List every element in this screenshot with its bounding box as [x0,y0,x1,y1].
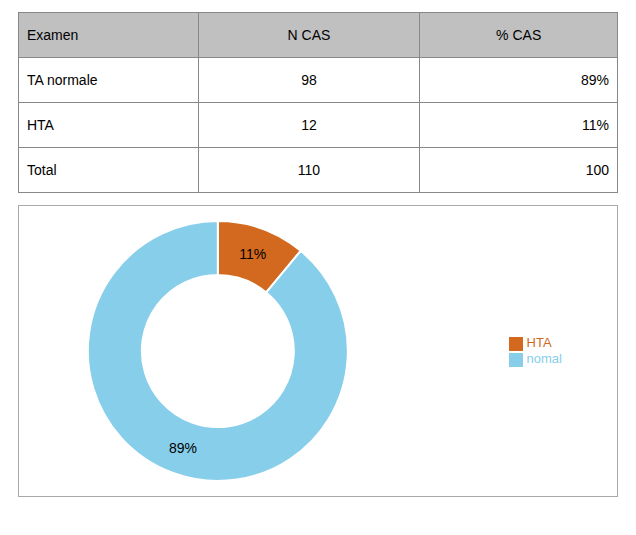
html-text:TA normale: TA normale [27,72,98,88]
html-text:11%: 11% [582,117,609,133]
svg-text:89%: 89% [169,440,197,456]
html-text:Examen: Examen [27,27,79,43]
html-text:HTA: HTA [27,117,54,133]
html-text:HTA: HTA [526,335,552,351]
html-text:110: 110 [297,162,321,178]
html-text:Total: Total [27,162,57,178]
html-text:% CAS: % CAS [496,27,542,43]
html-text:N CAS: N CAS [287,27,331,43]
html-text:12: 12 [301,117,317,133]
html-text:89%: 89% [581,72,609,88]
svg-text:11%: 11% [239,246,266,262]
html-text:nomal: nomal [526,351,562,366]
html-text:100: 100 [585,162,609,178]
html-text:98: 98 [301,72,317,88]
